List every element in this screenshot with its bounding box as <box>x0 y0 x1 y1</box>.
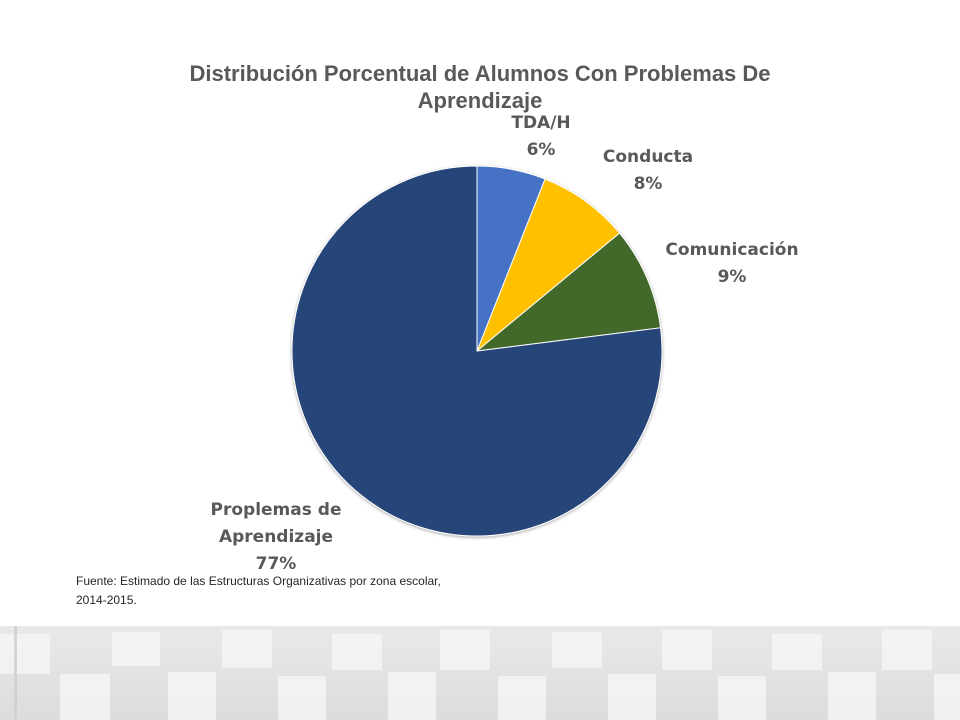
label-conducta-value: 8% <box>633 174 663 194</box>
label-tdah-name: TDA/H <box>511 113 571 133</box>
label-aprendizaje-name-line1: Proplemas de <box>210 500 342 520</box>
pie-slice-comunicaci-n <box>475 232 662 352</box>
footer-decoration <box>0 626 960 720</box>
label-comunicacion: Comunicación 9% <box>652 237 812 291</box>
label-comunicacion-name: Comunicación <box>665 240 799 260</box>
chart-title: Distribución Porcentual de Alumnos Con P… <box>189 61 771 113</box>
label-aprendizaje: Proplemas de Aprendizaje 77% <box>196 497 356 578</box>
source-note: Fuente: Estimado de las Estructuras Orga… <box>76 574 441 607</box>
label-tdah-value: 6% <box>526 140 556 160</box>
label-conducta: Conducta 8% <box>588 144 708 198</box>
label-aprendizaje-name-line2: Aprendizaje <box>218 527 334 547</box>
label-comunicacion-value: 9% <box>717 267 747 287</box>
pie-slice-conducta <box>476 178 621 352</box>
label-conducta-name: Conducta <box>602 147 694 167</box>
label-tdah: TDA/H 6% <box>496 110 586 164</box>
label-aprendizaje-value: 77% <box>255 554 297 574</box>
pie-slice-proplemas-de-aprendizaje <box>291 165 663 537</box>
